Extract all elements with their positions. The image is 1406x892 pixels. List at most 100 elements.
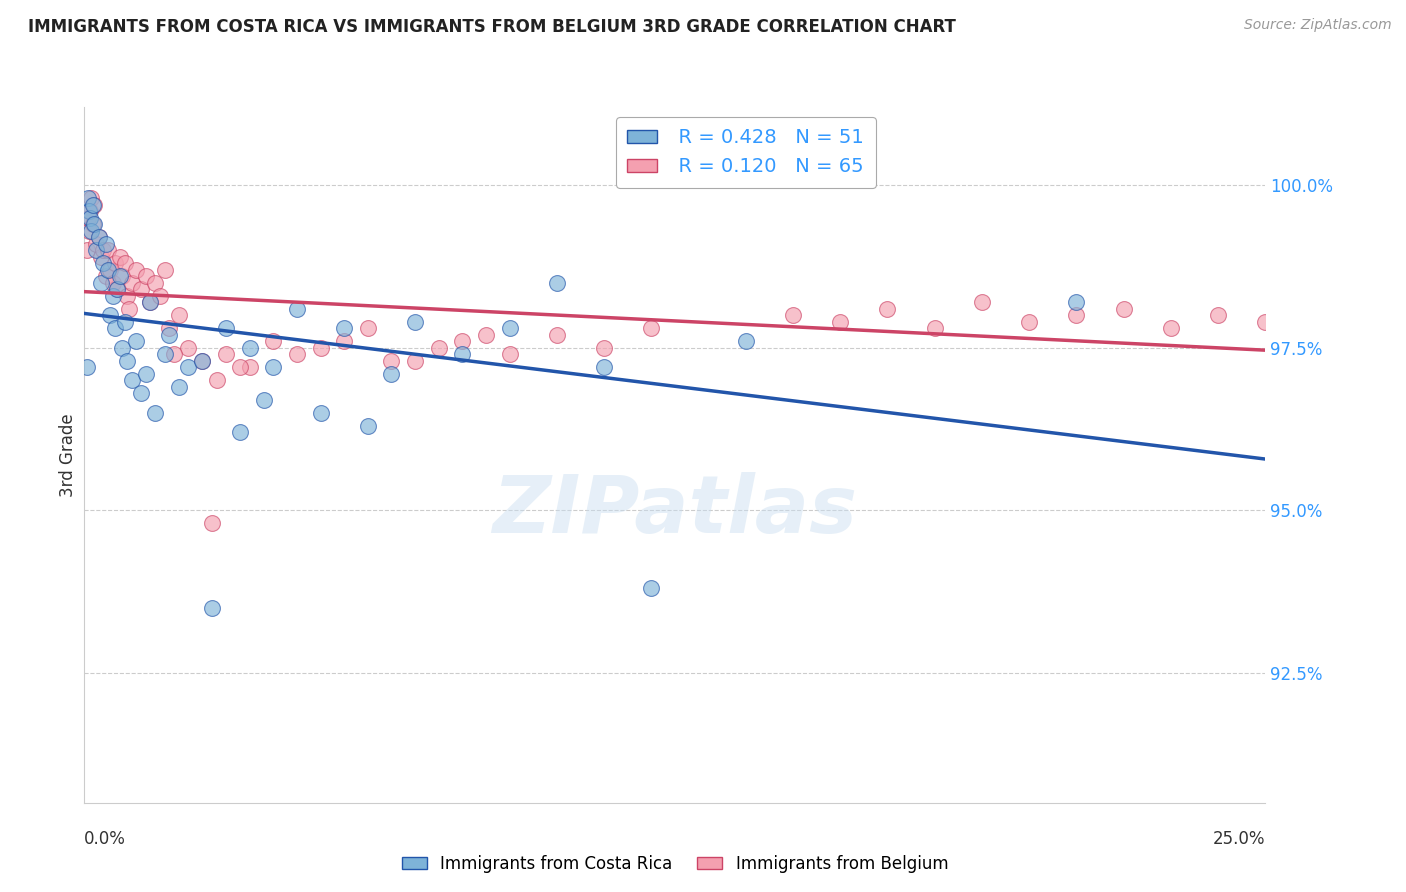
Point [215, 347, 238, 361]
Point [167, 308, 190, 322]
Point [87, 230, 110, 244]
Point [76, 243, 98, 257]
Point [1066, 308, 1088, 322]
Point [640, 321, 662, 335]
Point [90, 276, 112, 290]
Point [149, 288, 172, 302]
Point [229, 425, 252, 439]
Point [121, 276, 143, 290]
Point [107, 282, 129, 296]
Point [84, 236, 107, 251]
Point [87, 230, 110, 244]
Point [427, 341, 450, 355]
Point [309, 406, 332, 420]
Point [82, 197, 104, 211]
Point [76, 360, 98, 375]
Point [97, 243, 120, 257]
Point [90, 250, 112, 264]
Legend:   R = 0.428   N = 51,   R = 0.120   N = 65: R = 0.428 N = 51, R = 0.120 N = 65 [616, 117, 876, 188]
Point [91, 243, 114, 257]
Point [108, 269, 131, 284]
Point [135, 269, 157, 284]
Point [80, 191, 103, 205]
Legend: Immigrants from Costa Rica, Immigrants from Belgium: Immigrants from Costa Rica, Immigrants f… [395, 848, 955, 880]
Point [1206, 308, 1229, 322]
Point [163, 347, 186, 361]
Point [215, 321, 238, 335]
Point [285, 301, 308, 316]
Point [98, 308, 121, 322]
Point [229, 360, 252, 375]
Point [404, 353, 426, 368]
Point [1018, 315, 1040, 329]
Point [380, 353, 402, 368]
Point [357, 418, 380, 433]
Point [498, 321, 520, 335]
Point [77, 191, 100, 205]
Text: 25.0%: 25.0% [1213, 830, 1265, 847]
Point [239, 341, 262, 355]
Point [135, 367, 157, 381]
Point [108, 250, 131, 264]
Point [77, 204, 100, 219]
Point [924, 321, 946, 335]
Point [201, 600, 224, 615]
Point [498, 347, 520, 361]
Point [239, 360, 262, 375]
Point [91, 256, 114, 270]
Point [77, 211, 100, 225]
Text: 0.0%: 0.0% [84, 830, 127, 847]
Point [546, 327, 568, 342]
Point [191, 353, 214, 368]
Point [970, 295, 993, 310]
Point [111, 341, 134, 355]
Point [80, 224, 103, 238]
Point [1066, 295, 1088, 310]
Point [82, 217, 104, 231]
Point [139, 295, 162, 310]
Text: ZIPatlas: ZIPatlas [492, 472, 858, 549]
Point [309, 341, 332, 355]
Point [97, 262, 120, 277]
Point [285, 347, 308, 361]
Point [253, 392, 276, 407]
Point [153, 262, 176, 277]
Point [101, 276, 124, 290]
Point [107, 282, 129, 296]
Point [475, 327, 498, 342]
Point [404, 315, 426, 329]
Point [177, 360, 200, 375]
Point [101, 288, 124, 302]
Point [782, 308, 804, 322]
Point [125, 262, 148, 277]
Point [640, 581, 662, 595]
Point [262, 334, 284, 348]
Point [593, 341, 616, 355]
Point [143, 276, 166, 290]
Point [167, 379, 190, 393]
Point [118, 301, 141, 316]
Point [111, 269, 134, 284]
Point [380, 367, 402, 381]
Point [115, 353, 138, 368]
Point [143, 406, 166, 420]
Point [129, 282, 152, 296]
Point [205, 373, 228, 387]
Point [153, 347, 176, 361]
Point [114, 315, 136, 329]
Y-axis label: 3rd Grade: 3rd Grade [59, 413, 77, 497]
Point [114, 256, 136, 270]
Point [77, 224, 100, 238]
Point [115, 288, 138, 302]
Point [79, 211, 101, 225]
Point [129, 386, 152, 401]
Point [451, 334, 474, 348]
Point [1160, 321, 1182, 335]
Point [451, 347, 474, 361]
Point [1112, 301, 1135, 316]
Point [83, 217, 105, 231]
Point [201, 516, 224, 531]
Point [333, 334, 356, 348]
Point [357, 321, 380, 335]
Point [94, 269, 117, 284]
